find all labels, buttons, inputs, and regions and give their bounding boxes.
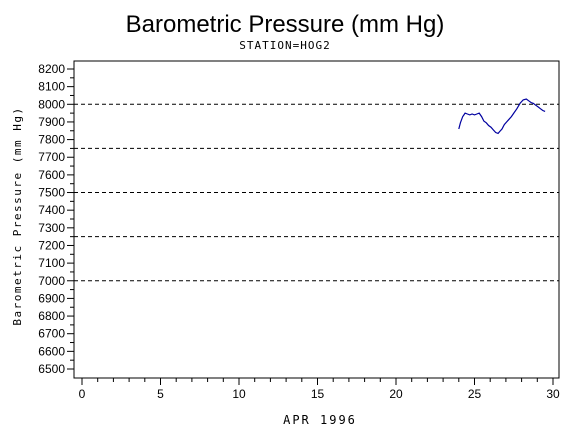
y-tick-label: 8000 xyxy=(38,97,65,111)
x-tick-label: 10 xyxy=(232,387,246,401)
reference-lines xyxy=(74,103,559,282)
y-tick-label: 7900 xyxy=(38,115,65,129)
y-tick-label: 6600 xyxy=(38,344,65,358)
y-tick-label: 7800 xyxy=(38,133,65,147)
x-axis-label: APR 1996 xyxy=(283,413,357,427)
x-tick-label: 25 xyxy=(468,387,482,401)
y-tick-label: 6800 xyxy=(38,309,65,323)
y-axis: 6500 6600 6700 6800 6900 7000 7100 7200 7300 7400… xyxy=(38,62,74,376)
x-tick-label: 5 xyxy=(157,387,164,401)
series-line xyxy=(458,98,546,135)
y-tick-label: 6700 xyxy=(38,327,65,341)
y-axis-label: Barometric Pressure (mm Hg) xyxy=(11,106,24,325)
x-axis: 0 5 10 15 20 25 30 xyxy=(79,378,560,401)
y-tick-label: 7700 xyxy=(38,150,65,164)
x-tick-label: 0 xyxy=(79,387,86,401)
y-tick-label: 7100 xyxy=(38,256,65,270)
y-tick-label: 8200 xyxy=(38,62,65,76)
y-tick-label: 6500 xyxy=(38,362,65,376)
y-tick-label: 7600 xyxy=(38,168,65,182)
y-tick-label: 7000 xyxy=(38,274,65,288)
y-tick-label: 6900 xyxy=(38,291,65,305)
plot-frame xyxy=(73,60,560,379)
y-tick-label: 7500 xyxy=(38,186,65,200)
x-tick-label: 15 xyxy=(311,387,325,401)
chart-title: Barometric Pressure (mm Hg) xyxy=(126,11,445,38)
plot-area: 0 5 10 15 20 25 30 6500 6600 6700 6800 6900 7000 710… xyxy=(38,60,560,401)
series-group xyxy=(458,98,546,135)
y-tick-label: 7200 xyxy=(38,238,65,252)
y-tick-label: 7300 xyxy=(38,221,65,235)
x-tick-label: 20 xyxy=(389,387,403,401)
y-tick-label: 8100 xyxy=(38,80,65,94)
y-tick-label: 7400 xyxy=(38,203,65,217)
chart-subtitle: STATION=HOG2 xyxy=(239,39,330,52)
x-tick-label: 30 xyxy=(546,387,560,401)
